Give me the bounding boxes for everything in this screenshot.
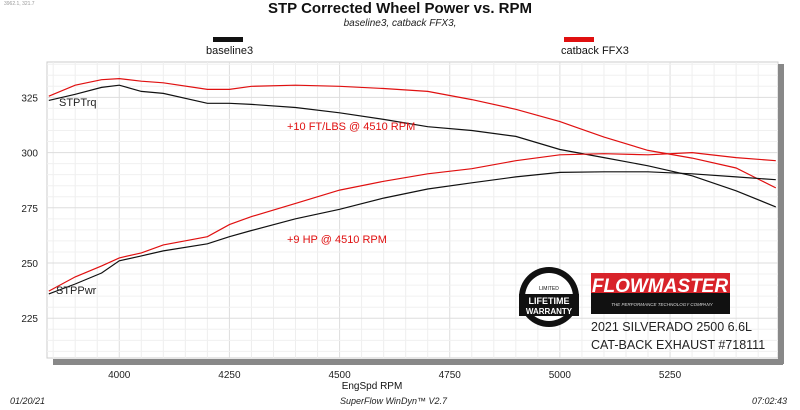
series-line-stppwr-catback [48,151,776,292]
y-tick-label: 325 [21,93,38,104]
product-line-1: 2021 SILVERADO 2500 6.6L [591,320,752,334]
y-tick-label: 250 [21,259,38,270]
legend-label-catback: catback FFX3 [561,45,629,57]
series-group [48,77,777,295]
product-line-2: CAT-BACK EXHAUST #718111 [591,338,765,352]
legend-label-baseline3: baseline3 [206,45,254,57]
x-tick-label: 5000 [549,370,572,381]
series-line-stptrq-baseline [48,84,777,208]
annotation-power-gain: +9 HP @ 4510 RPM [287,234,387,246]
x-tick-label: 4000 [108,370,131,381]
footer-software: SuperFlow WinDyn™ V2.7 [340,396,447,406]
series-line-stptrq-catback [48,77,777,189]
x-tick-label: 4500 [328,370,351,381]
x-scrollbar[interactable] [53,359,783,365]
x-tick-label: 4750 [439,370,462,381]
x-tick-label: 4250 [218,370,241,381]
y-tick-label: 275 [21,204,38,215]
svg-text:FLOWMASTER: FLOWMASTER [592,276,728,297]
x-tick-label: 5250 [659,370,682,381]
cursor-readout: 3962.1, 321.7 [4,1,35,7]
y-ticks: 225 250 275 300 325 [21,93,38,325]
lifetime-warranty-logo: LIFETIME WARRANTY LIMITED [519,267,579,327]
footer-date: 01/20/21 [10,396,46,406]
svg-text:LIFETIME: LIFETIME [529,296,570,306]
y-tick-label: 300 [21,149,38,160]
flowmaster-logo: FLOWMASTER THE PERFORMANCE TECHNOLOGY CO… [591,273,730,314]
torque-label: STPTrq [59,97,97,109]
legend-swatch-catback [564,37,594,42]
svg-text:THE PERFORMANCE TECHNOLOGY COM: THE PERFORMANCE TECHNOLOGY COMPANY [611,302,714,307]
x-ticks: 4000 4250 4500 4750 5000 5250 [108,370,681,381]
power-label: STPPwr [56,285,97,297]
y-tick-label: 225 [21,314,38,325]
annotation-torque-gain: +10 FT/LBS @ 4510 RPM [287,121,415,133]
x-axis-label: EngSpd RPM [342,381,403,392]
series-line-stppwr-baseline [48,171,776,295]
svg-text:WARRANTY: WARRANTY [526,307,573,316]
legend-swatch-baseline3 [213,37,243,42]
chart-subtitle: baseline3, catback FFX3, [343,18,457,29]
chart-title: STP Corrected Wheel Power vs. RPM [268,0,532,17]
y-scrollbar[interactable] [778,64,784,364]
footer-time: 07:02:43 [752,396,788,406]
svg-text:LIMITED: LIMITED [539,286,559,292]
